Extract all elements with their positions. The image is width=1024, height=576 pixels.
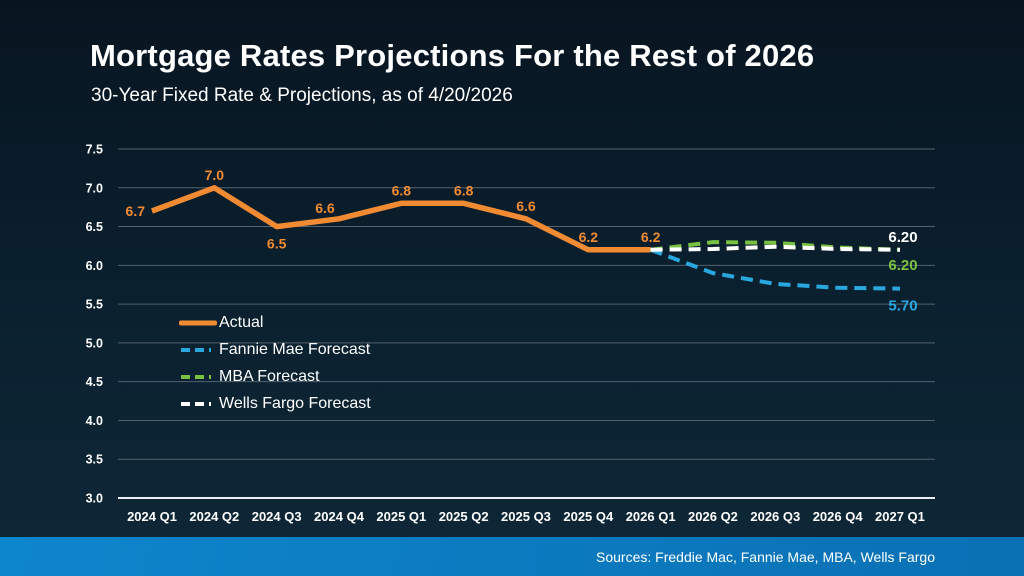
x-tick-label: 2025 Q3	[501, 509, 551, 524]
legend-item-wells-fargo-forecast: Wells Fargo Forecast	[179, 393, 371, 414]
y-tick-label: 3.5	[86, 453, 103, 467]
y-tick-label: 5.0	[86, 336, 103, 350]
x-tick-label: 2024 Q4	[314, 509, 365, 524]
end-label-wells-fargo-forecast: 6.20	[888, 229, 917, 246]
legend-line-swatch-icon	[181, 374, 215, 379]
legend-label: Fannie Mae Forecast	[219, 340, 371, 358]
legend-line-swatch-icon	[181, 401, 215, 406]
legend-item-mba-forecast: MBA Forecast	[179, 366, 371, 387]
y-tick-label: 4.0	[86, 414, 103, 428]
x-tick-label: 2024 Q2	[189, 509, 239, 524]
data-label-actual: 6.8	[392, 182, 412, 198]
series-line-actual	[151, 185, 651, 253]
legend-item-fannie-mae-forecast: Fannie Mae Forecast	[179, 339, 371, 360]
legend-label: Actual	[219, 313, 264, 331]
y-tick-label: 7.0	[86, 181, 103, 195]
y-tick-label: 6.5	[86, 220, 103, 234]
page-title: Mortgage Rates Projections For the Rest …	[90, 38, 815, 73]
sources-text: Sources: Freddie Mac, Fannie Mae, MBA, W…	[596, 548, 935, 565]
y-tick-label: 7.5	[86, 143, 103, 157]
page-subtitle: 30-Year Fixed Rate & Projections, as of …	[91, 85, 513, 106]
x-tick-label: 2025 Q1	[376, 509, 426, 524]
data-label-actual: 6.6	[315, 200, 335, 216]
x-tick-label: 2027 Q1	[875, 509, 925, 524]
y-tick-label: 6.0	[86, 259, 103, 273]
x-tick-label: 2026 Q4	[813, 509, 864, 524]
x-tick-label: 2026 Q3	[750, 509, 800, 524]
y-tick-label: 3.0	[86, 492, 103, 506]
data-label-actual: 6.6	[516, 198, 536, 214]
series-line-mba-forecast	[650, 240, 901, 252]
data-label-actual: 6.2	[641, 229, 661, 245]
chart-legend: Actual Fannie Mae Forecast MBA Forecast Wel…	[179, 312, 371, 414]
y-tick-label: 4.5	[86, 375, 103, 389]
end-label-mba-forecast: 6.20	[888, 257, 917, 274]
footer-bar: Sources: Freddie Mac, Fannie Mae, MBA, W…	[0, 537, 1024, 576]
data-label-actual: 6.5	[267, 236, 287, 252]
legend-label: Wells Fargo Forecast	[219, 394, 371, 412]
x-tick-label: 2024 Q1	[127, 509, 177, 524]
legend-item-actual: Actual	[179, 312, 371, 333]
data-label-actual: 7.0	[205, 167, 225, 183]
x-tick-label: 2026 Q2	[688, 509, 738, 524]
y-tick-label: 5.5	[86, 298, 103, 312]
series-line-wells-fargo-forecast	[650, 244, 901, 252]
data-label-actual: 6.7	[126, 203, 146, 219]
end-label-fannie-mae-forecast: 5.70	[888, 298, 917, 315]
x-tick-label: 2025 Q4	[563, 509, 614, 524]
x-tick-label: 2025 Q2	[439, 509, 489, 524]
legend-line-swatch-icon	[179, 320, 217, 325]
x-tick-label: 2024 Q3	[252, 509, 302, 524]
data-label-actual: 6.8	[454, 182, 474, 198]
series-line-fannie-mae-forecast	[649, 247, 901, 291]
legend-line-swatch-icon	[181, 347, 215, 352]
data-label-actual: 6.2	[579, 229, 599, 245]
x-tick-label: 2026 Q1	[626, 509, 676, 524]
legend-label: MBA Forecast	[219, 367, 320, 385]
